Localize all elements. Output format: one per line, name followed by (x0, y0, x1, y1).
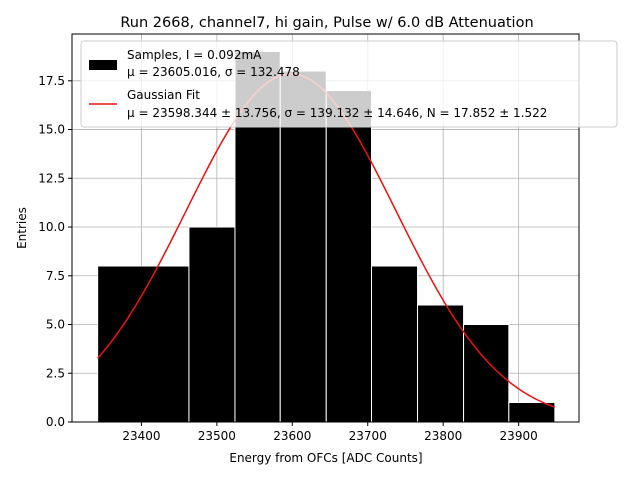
legend-box (80, 40, 618, 128)
histogram-bar (508, 402, 556, 423)
legend-fit-label: Gaussian Fit (127, 88, 200, 102)
x-axis-ticks: 23400 23500 23600 23700 23800 23900 (122, 422, 538, 443)
legend-histogram-swatch (89, 60, 117, 70)
histogram-bar (188, 226, 236, 423)
x-tick-label: 23600 (273, 429, 311, 443)
x-tick-label: 23800 (424, 429, 462, 443)
legend-fit-stats: μ = 23598.344 ± 13.756, σ = 139.132 ± 14… (127, 106, 547, 120)
histogram-bar (463, 324, 510, 423)
legend-histogram-stats: μ = 23605.016, σ = 132.478 (127, 65, 300, 79)
histogram-bar (325, 90, 373, 423)
y-axis-ticks: 0.0 2.5 5.0 7.5 10.0 12.5 15.0 17.5 (38, 74, 72, 429)
y-tick-label: 0.0 (46, 415, 65, 429)
y-tick-label: 7.5 (46, 269, 65, 283)
y-tick-label: 12.5 (38, 171, 65, 185)
y-tick-label: 2.5 (46, 366, 65, 380)
histogram-bar (417, 304, 465, 423)
chart-title: Run 2668, channel7, hi gain, Pulse w/ 6.… (120, 15, 533, 31)
plot-frame (71, 33, 580, 423)
y-tick-label: 17.5 (38, 74, 65, 88)
y-tick-label: 10.0 (38, 220, 65, 234)
histogram-bar (371, 265, 419, 423)
x-axis-label: Energy from OFCs [ADC Counts] (229, 451, 422, 465)
x-tick-label: 23500 (198, 429, 236, 443)
x-tick-label: 23400 (122, 429, 160, 443)
x-tick-label: 23700 (349, 429, 387, 443)
x-tick-label: 23900 (500, 429, 538, 443)
y-axis-label: Entries (15, 207, 29, 249)
legend-histogram-label: Samples, I = 0.092mA (127, 48, 262, 62)
legend: Samples, I = 0.092mA μ = 23605.016, σ = … (80, 40, 618, 128)
histogram-bar (97, 265, 190, 423)
histogram-bars (97, 51, 556, 423)
y-tick-label: 15.0 (38, 123, 65, 137)
y-tick-label: 5.0 (46, 318, 65, 332)
